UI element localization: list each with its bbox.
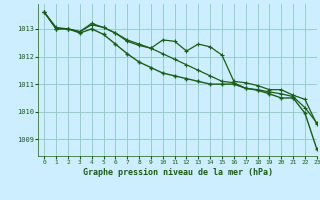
X-axis label: Graphe pression niveau de la mer (hPa): Graphe pression niveau de la mer (hPa)	[83, 168, 273, 177]
